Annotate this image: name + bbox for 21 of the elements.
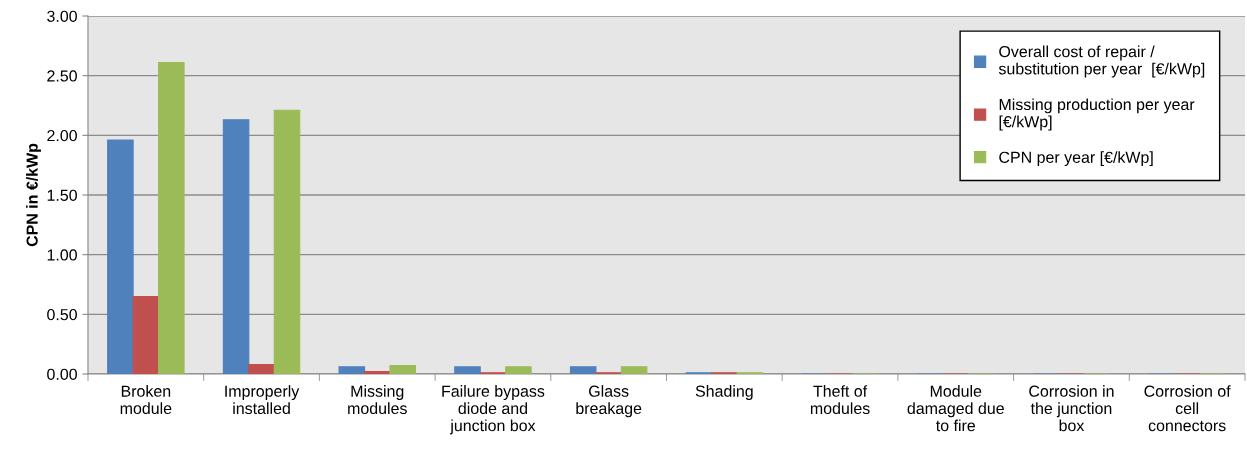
x-tick-label: Glass breakage	[576, 385, 642, 418]
legend-label: Missing production per year [€/kWp]	[999, 98, 1195, 131]
y-tick-label: 2.50	[47, 70, 77, 82]
x-tick-label: Corrosion in the junction box	[1029, 385, 1114, 432]
y-tick-label: 3.00	[47, 10, 77, 22]
legend-label: Overall cost of repair / substitution per year [€/kWp]	[998, 45, 1205, 78]
x-tick-label: Corrosion of cell connectors	[1144, 385, 1231, 432]
x-tick-label: Shading	[695, 385, 753, 400]
x-tick-label: Module damaged due to fire	[907, 385, 1004, 432]
x-tick-label: Missing modules	[348, 385, 407, 415]
y-tick-label: 0.50	[47, 308, 77, 321]
x-tick-label: Broken module	[120, 385, 172, 415]
y-tick-label: 2.00	[47, 129, 77, 142]
x-tick-label: Failure bypass diode and junction box	[442, 385, 545, 435]
y-tick-label: 1.50	[47, 189, 77, 201]
y-axis-title: CPN in €/kWp	[26, 143, 41, 247]
y-tick-label: 1.00	[47, 249, 77, 261]
x-tick-label: Improperly installed	[225, 385, 300, 415]
legend-label: CPN per year [€/kWp]	[999, 151, 1153, 167]
x-tick-label: Theft of modules	[810, 385, 870, 415]
y-tick-label: 0.00	[47, 368, 77, 380]
